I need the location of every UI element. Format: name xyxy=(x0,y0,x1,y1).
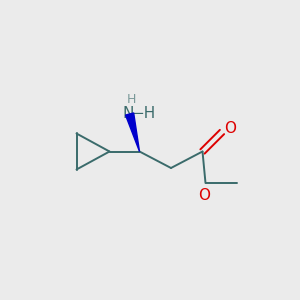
Polygon shape xyxy=(125,113,140,152)
Text: N: N xyxy=(122,106,134,122)
Text: −H: −H xyxy=(131,106,155,122)
Text: O: O xyxy=(199,188,211,203)
Text: H: H xyxy=(126,93,136,106)
Text: O: O xyxy=(224,121,236,136)
